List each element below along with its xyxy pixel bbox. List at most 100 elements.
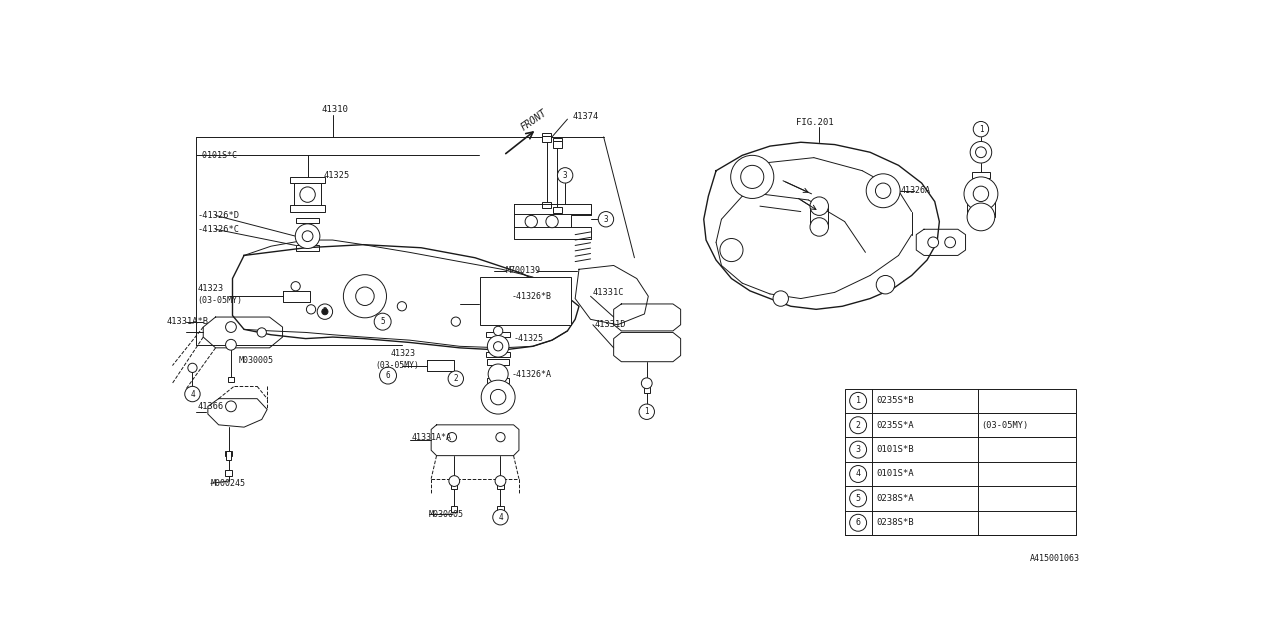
Circle shape [495,476,506,486]
Bar [498,481,503,489]
Text: 3: 3 [604,215,608,224]
Text: 4: 4 [191,390,195,399]
Text: 41366: 41366 [197,402,223,411]
Text: (03-05MY): (03-05MY) [197,296,242,305]
Circle shape [356,287,374,305]
Circle shape [225,401,237,412]
Circle shape [810,197,828,216]
Text: 5: 5 [855,494,860,503]
Circle shape [291,282,301,291]
Circle shape [867,174,900,208]
Text: 0101S*A: 0101S*A [877,470,914,479]
Circle shape [225,322,237,332]
Bar [644,385,650,392]
Bar [541,133,552,136]
Circle shape [773,291,788,307]
Text: FRONT: FRONT [518,107,549,132]
Circle shape [447,433,457,442]
Circle shape [741,165,764,188]
Circle shape [876,183,891,198]
Text: 3: 3 [563,171,567,180]
Circle shape [558,168,573,183]
Bar [845,388,1075,535]
Circle shape [343,275,387,318]
Circle shape [490,389,506,405]
Text: -0101S*C-: -0101S*C- [197,151,242,160]
Bar [228,377,234,381]
Bar [488,360,509,365]
Text: 41323: 41323 [197,284,223,293]
Circle shape [296,224,320,248]
Text: 4: 4 [498,513,503,522]
Circle shape [810,218,828,236]
Text: -41326*B: -41326*B [511,292,552,301]
Bar [451,506,457,512]
Text: -41325: -41325 [513,334,544,343]
Text: 41325: 41325 [324,171,349,180]
Circle shape [188,364,197,372]
Text: 1: 1 [644,407,649,416]
Text: 41326A: 41326A [901,186,931,195]
Text: 41331A*A: 41331A*A [411,433,451,442]
Circle shape [928,237,938,248]
Circle shape [639,404,654,419]
Circle shape [257,328,266,337]
Circle shape [380,367,397,384]
Text: 3: 3 [855,445,860,454]
Text: 0238S*A: 0238S*A [877,494,914,503]
Circle shape [397,301,407,311]
Bar [498,506,503,512]
Bar [296,245,319,251]
Text: 41374: 41374 [573,113,599,122]
Circle shape [945,237,956,248]
Text: 41331A*B: 41331A*B [168,317,209,326]
Bar [225,470,233,476]
Text: 6: 6 [385,371,390,380]
Bar [225,451,233,456]
Bar [541,202,552,208]
Circle shape [449,476,460,486]
Bar [553,141,562,148]
Bar [972,172,991,179]
Circle shape [488,364,508,384]
Text: 41323: 41323 [390,349,415,358]
Text: 1: 1 [855,396,860,405]
Text: 5: 5 [380,317,385,326]
Text: 41331D: 41331D [594,320,626,329]
Text: 0235S*A: 0235S*A [877,420,914,429]
Circle shape [374,313,392,330]
Circle shape [302,231,314,241]
Circle shape [545,216,558,228]
Text: 0101S*B: 0101S*B [877,445,914,454]
Bar [291,177,325,183]
Circle shape [493,509,508,525]
Circle shape [731,156,774,198]
Circle shape [850,441,867,458]
Text: 2: 2 [453,374,458,383]
Text: FIG.201: FIG.201 [796,118,833,127]
Text: -41326*D: -41326*D [197,211,239,220]
Bar [227,451,230,460]
Circle shape [494,326,503,335]
Circle shape [225,339,237,350]
Circle shape [481,380,515,414]
Circle shape [494,342,503,351]
Text: -41326*C: -41326*C [197,225,239,234]
Bar [294,183,321,206]
Circle shape [641,378,652,388]
Circle shape [973,186,988,202]
Circle shape [451,317,461,326]
Bar [291,205,325,212]
Bar [486,332,511,337]
Circle shape [525,216,538,228]
Text: M030005: M030005 [429,509,463,518]
Text: 2: 2 [323,307,328,316]
Text: 41331C: 41331C [593,288,625,297]
Text: 2: 2 [855,420,860,429]
Text: (03-05MY): (03-05MY) [375,361,419,370]
Text: 0235S*B: 0235S*B [877,396,914,405]
Text: (03-05MY): (03-05MY) [980,420,1028,429]
Circle shape [877,275,895,294]
Text: -41326*A: -41326*A [512,369,552,378]
Circle shape [184,387,200,402]
